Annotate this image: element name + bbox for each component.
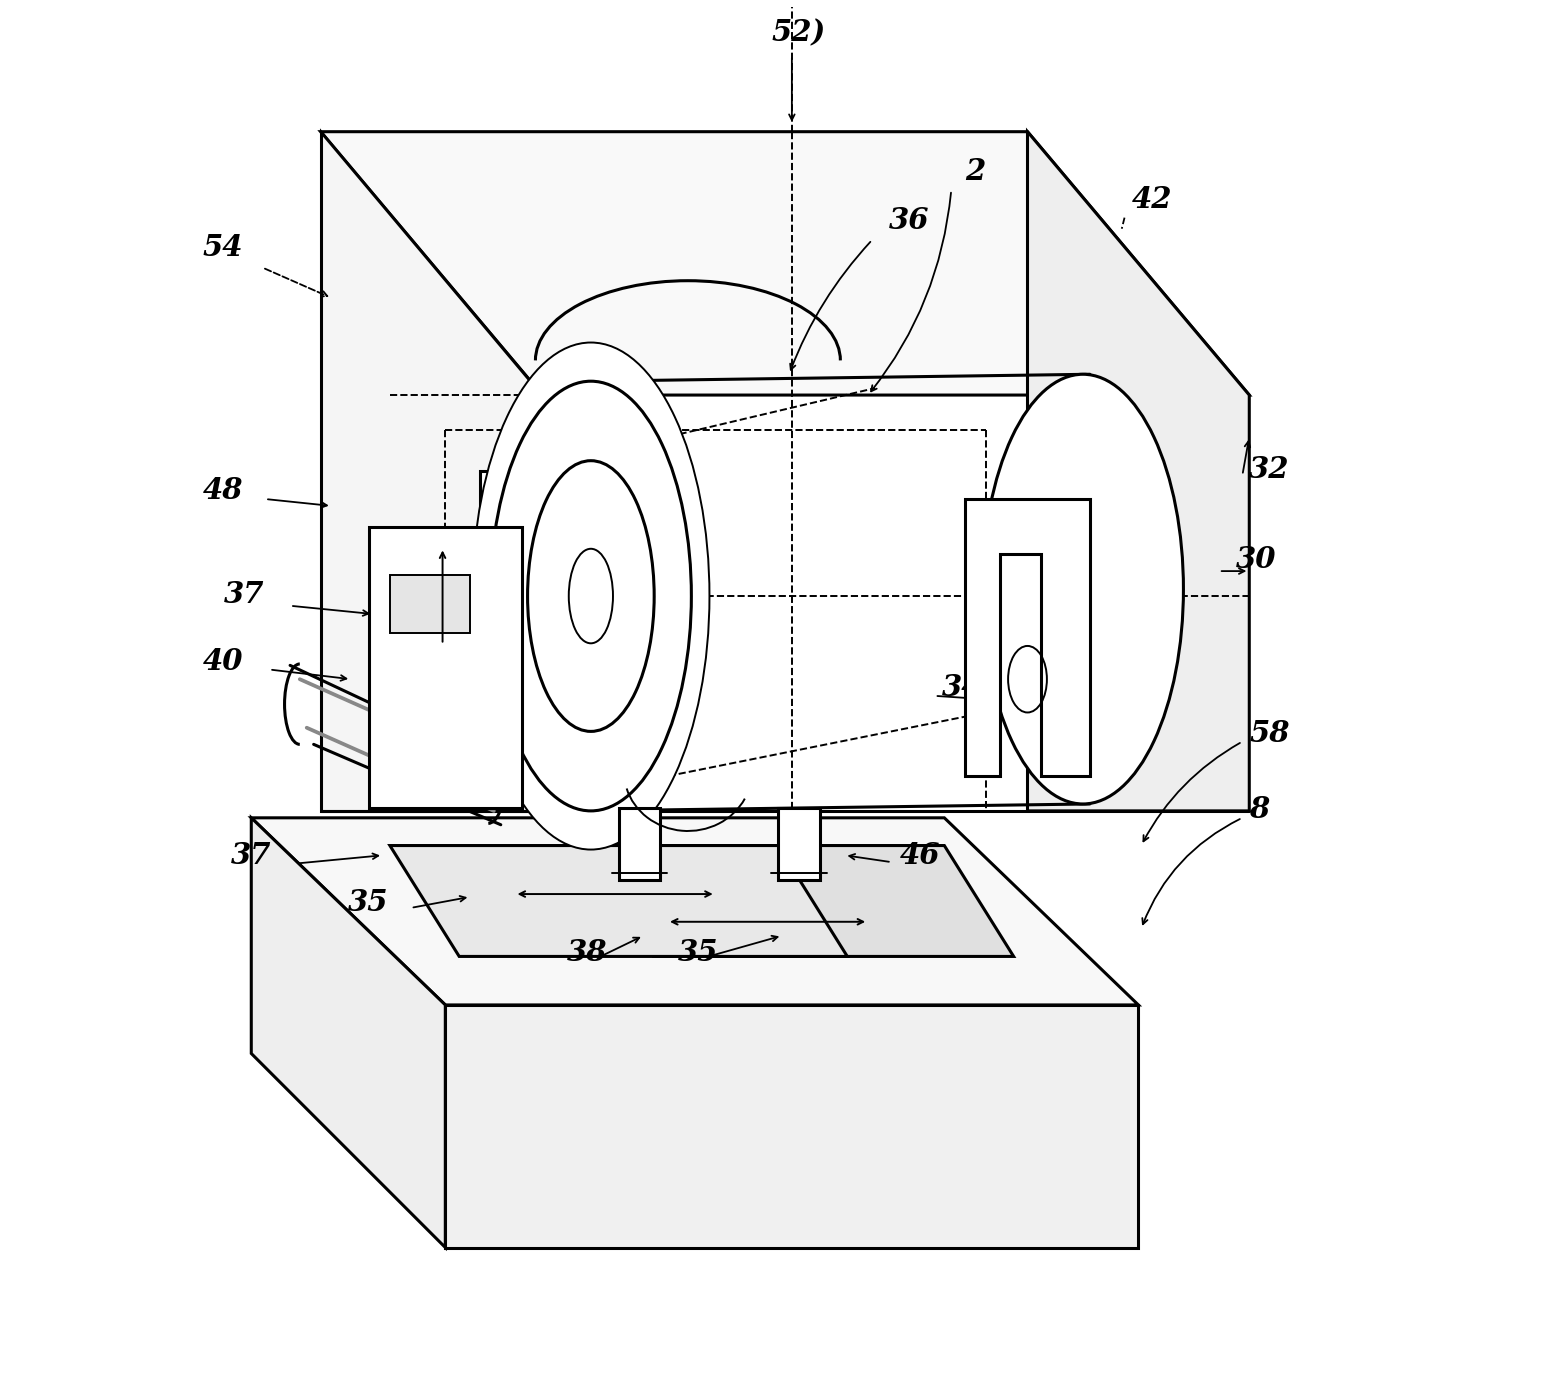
- Text: 36: 36: [888, 206, 929, 235]
- Text: 54: 54: [202, 234, 243, 262]
- Polygon shape: [778, 808, 820, 881]
- Text: 58: 58: [1249, 718, 1290, 748]
- Text: 37: 37: [224, 580, 265, 609]
- Text: 37: 37: [230, 840, 271, 869]
- Polygon shape: [965, 498, 1089, 776]
- Ellipse shape: [490, 381, 691, 811]
- Polygon shape: [321, 132, 1249, 395]
- Text: 40: 40: [202, 647, 243, 676]
- Polygon shape: [479, 472, 577, 749]
- Polygon shape: [391, 575, 470, 633]
- Text: 8: 8: [1249, 795, 1270, 823]
- Text: 42: 42: [1131, 185, 1172, 214]
- Text: 34: 34: [941, 673, 982, 701]
- Text: 48: 48: [202, 476, 243, 505]
- Polygon shape: [1027, 132, 1249, 811]
- Polygon shape: [619, 808, 660, 881]
- Polygon shape: [251, 818, 445, 1247]
- Text: 35: 35: [678, 938, 719, 966]
- Text: 2: 2: [965, 157, 985, 186]
- Polygon shape: [445, 1005, 1139, 1247]
- Polygon shape: [251, 818, 1139, 1005]
- Text: 35: 35: [349, 888, 389, 917]
- Text: 68: 68: [629, 763, 669, 792]
- Ellipse shape: [527, 461, 654, 731]
- Polygon shape: [391, 846, 848, 956]
- Polygon shape: [584, 846, 1013, 956]
- Text: 46: 46: [899, 840, 940, 869]
- Polygon shape: [369, 526, 521, 808]
- Ellipse shape: [473, 343, 710, 850]
- Text: 38: 38: [568, 938, 608, 966]
- Ellipse shape: [982, 374, 1184, 804]
- Polygon shape: [321, 132, 543, 811]
- Text: 32: 32: [1249, 455, 1290, 484]
- Text: 30: 30: [1235, 546, 1276, 574]
- Text: 60: 60: [507, 577, 548, 606]
- Text: 52): 52): [772, 18, 825, 48]
